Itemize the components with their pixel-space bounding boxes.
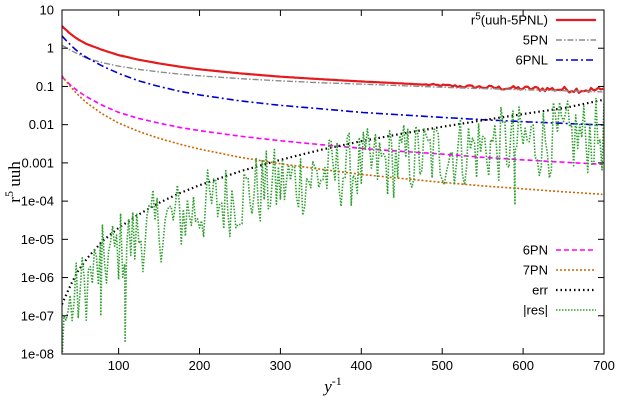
legend-label: 6PN (523, 243, 548, 258)
x-tick-label: 200 (189, 358, 211, 373)
y-tick-label: 0.1 (36, 79, 54, 94)
ticks: 100 200 300 400 500 600 700 1e-08 1e-07 1e-06 1e-0… (21, 3, 615, 374)
axes (61, 9, 605, 355)
y-tick-label: 1e-06 (21, 270, 54, 285)
legend-label: 7PN (523, 263, 548, 278)
y-tick-label: 1e-08 (21, 347, 54, 362)
y-tick-label: 1e-07 (21, 308, 54, 323)
legend-label: r5(uuh-5PNL) (471, 11, 548, 28)
y-tick-label: 10 (40, 3, 54, 18)
legend: r5(uuh-5PNL) 5PN 6PNL 6PN 7PN err |res| (471, 11, 596, 318)
y-tick-label: 1e-05 (21, 232, 54, 247)
series-line-5 (62, 98, 603, 305)
x-tick-label: 400 (350, 358, 372, 373)
legend-label: err (532, 283, 549, 298)
legend-label: 6PNL (515, 53, 548, 68)
series-line-0 (62, 25, 604, 94)
y-tick-label: 1e-04 (21, 194, 54, 209)
x-tick-label: 100 (108, 358, 130, 373)
y-tick-label: 0.01 (29, 117, 54, 132)
y-tick-label: 0.001 (21, 155, 54, 170)
series-line-1 (62, 44, 603, 93)
y-tick-label: 1 (47, 41, 54, 56)
x-tick-label: 700 (593, 358, 615, 373)
series-line-3 (62, 76, 603, 165)
legend-label: |res| (523, 303, 548, 318)
series-line-4 (62, 75, 603, 196)
plot-lines (62, 25, 604, 354)
plot-frame (61, 9, 605, 355)
x-tick-label: 500 (431, 358, 453, 373)
x-axis-label: y-1 (322, 374, 342, 396)
series-line-6 (62, 97, 604, 354)
legend-label: 5PN (523, 33, 548, 48)
x-tick-label: 300 (270, 358, 292, 373)
x-tick-label: 600 (512, 358, 534, 373)
